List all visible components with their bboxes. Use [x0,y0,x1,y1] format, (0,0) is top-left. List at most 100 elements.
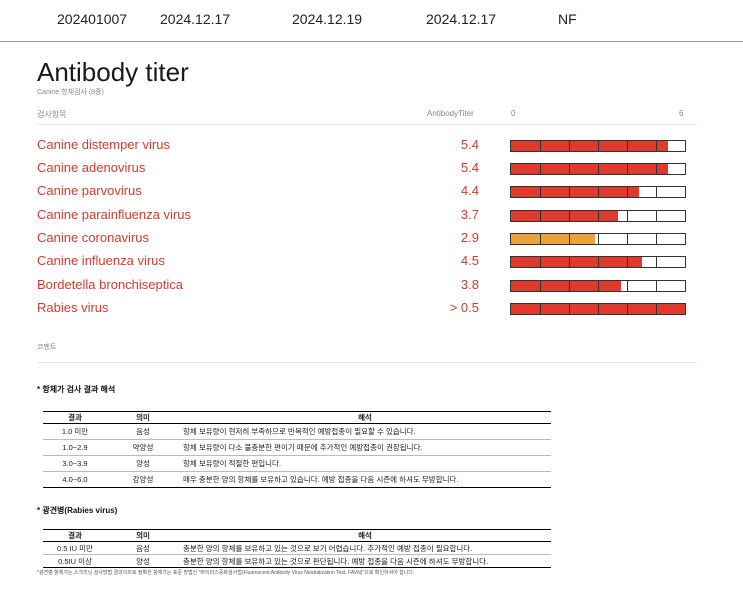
bar-segment-tick [627,187,628,197]
bar-segment-tick [540,187,541,197]
bar-segment-tick [598,141,599,151]
record-id: 202401007 [57,11,128,27]
titer-row: Canine coronavirus 2.9 [0,230,743,252]
titer-bar [510,186,686,198]
titer-bar [510,303,686,315]
test-value: 3.7 [460,207,479,222]
titer-bar-fill [511,141,668,151]
titer-bar-fill [511,281,622,291]
test-name: Canine coronavirus [37,230,150,245]
titer-row: Rabies virus > 0.5 [0,300,743,322]
table-row: 3.0~3.9 양성 항체 보유량이 적절한 편입니다. [43,455,551,472]
header-meaning: 의미 [107,411,179,424]
test-value: 5.4 [460,160,479,175]
section-subtitle: Canine 항체검사 (8종) [37,89,104,96]
table-header-row: 결과 의미 해석 [43,411,551,424]
table-row: 0.5IU 이상 양성 충분한 양의 항체를 보유하고 있는 것으로 판단됩니다… [43,554,551,568]
col-head-item: 검사항목 [37,110,67,119]
titer-bar [510,256,686,268]
bar-segment-tick [569,187,570,197]
bar-segment-tick [540,234,541,244]
bar-segment-tick [627,257,628,267]
result-cell: 3.0~3.9 [43,455,107,472]
rabies-footnote: *광견병 항체가는 스크리닝 검사방법 결과이므로 정확한 항체가는 표준 방법… [37,570,415,576]
test-name: Bordetella bronchiseptica [37,277,183,292]
titer-bar [510,163,686,175]
meaning-cell: 양성 [107,455,179,472]
titer-row: Canine distemper virus 5.4 [0,137,743,159]
bar-segment-tick [540,257,541,267]
rabies-title: * 광견병(Rabies virus) [37,506,118,515]
meaning-cell: 강양성 [107,471,179,488]
bar-segment-tick [569,257,570,267]
bar-segment-tick [627,164,628,174]
bar-segment-tick [540,211,541,221]
bar-segment-tick [540,281,541,291]
bar-segment-tick [598,164,599,174]
scale-max-label: 6 [679,109,684,118]
header-result: 결과 [43,411,107,424]
titer-row: Canine adenovirus 5.4 [0,160,743,182]
bar-segment-tick [569,304,570,314]
bar-segment-tick [540,141,541,151]
titer-bar [510,233,686,245]
table-header-row: 결과 의미 해석 [43,529,551,542]
titer-row: Canine parainfluenza virus 3.7 [0,207,743,229]
bar-segment-tick [598,257,599,267]
result-cell: 0.5 IU 미만 [43,541,107,555]
record-date-2: 2024.12.19 [292,11,363,27]
table-row: 0.5 IU 미만 음성 충분한 양의 항체를 보유하고 있는 것으로 보기 어… [43,541,551,555]
record-date-3: 2024.12.17 [426,11,497,27]
bar-segment-tick [627,141,628,151]
bar-segment-tick [598,234,599,244]
comment-divider [37,362,697,363]
bar-segment-tick [656,304,657,314]
result-cell: 1.0~2.9 [43,439,107,456]
test-name: Canine parvovirus [37,183,142,198]
bar-segment-tick [569,234,570,244]
test-value: 2.9 [460,230,479,245]
interpretation-cell: 항체 보유량이 다소 불충분한 편이기 때문에 추가적인 예방접종이 권장됩니다… [179,439,551,456]
titer-row: Bordetella bronchiseptica 3.8 [0,277,743,299]
bar-segment-tick [656,141,657,151]
bar-segment-tick [569,164,570,174]
bar-segment-tick [656,281,657,291]
titer-bar [510,140,686,152]
test-name: Canine parainfluenza virus [37,207,191,222]
test-value: 4.5 [460,253,479,268]
bar-segment-tick [627,211,628,221]
test-value: > 0.5 [449,300,479,315]
test-name: Canine influenza virus [37,253,165,268]
rabies-table: 결과 의미 해석 0.5 IU 미만 음성 충분한 양의 항체를 보유하고 있는… [43,529,551,568]
test-value: 5.4 [460,137,479,152]
test-value: 4.4 [460,183,479,198]
interpretation-cell: 항체 보유량이 현저히 부족하므로 반복적인 예방접종이 필요할 수 있습니다. [179,423,551,440]
comment-label: 코멘트 [37,344,57,351]
record-info-row: 202401007 2024.12.17 2024.12.19 2024.12.… [0,0,743,42]
titer-bar-fill [511,234,596,244]
scale-min-label: 0 [511,109,516,118]
bar-segment-tick [627,304,628,314]
bar-segment-tick [656,164,657,174]
bar-segment-tick [569,211,570,221]
titer-row: Canine influenza virus 4.5 [0,253,743,275]
test-name: Rabies virus [37,300,109,315]
result-cell: 4.0~6.0 [43,471,107,488]
titer-bar-fill [511,211,619,221]
titer-row: Canine parvovirus 4.4 [0,183,743,205]
bar-segment-tick [656,257,657,267]
bar-segment-tick [656,187,657,197]
interpretation-cell: 충분한 양의 항체를 보유하고 있는 것으로 판단됩니다. 예방 접종을 다음 … [179,554,551,568]
bar-segment-tick [656,234,657,244]
titer-bar-fill [511,257,642,267]
titer-bar [510,280,686,292]
titer-bar-fill [511,164,668,174]
interpretation-title: * 항체가 검사 결과 해석 [37,385,116,394]
record-status: NF [558,11,577,27]
table-row: 4.0~6.0 강양성 매우 충분한 양의 항체를 보유하고 있습니다. 예방 … [43,471,551,488]
test-value: 3.8 [460,277,479,292]
titer-bar [510,210,686,222]
titer-bar-fill [511,187,639,197]
meaning-cell: 약양성 [107,439,179,456]
bar-segment-tick [540,164,541,174]
